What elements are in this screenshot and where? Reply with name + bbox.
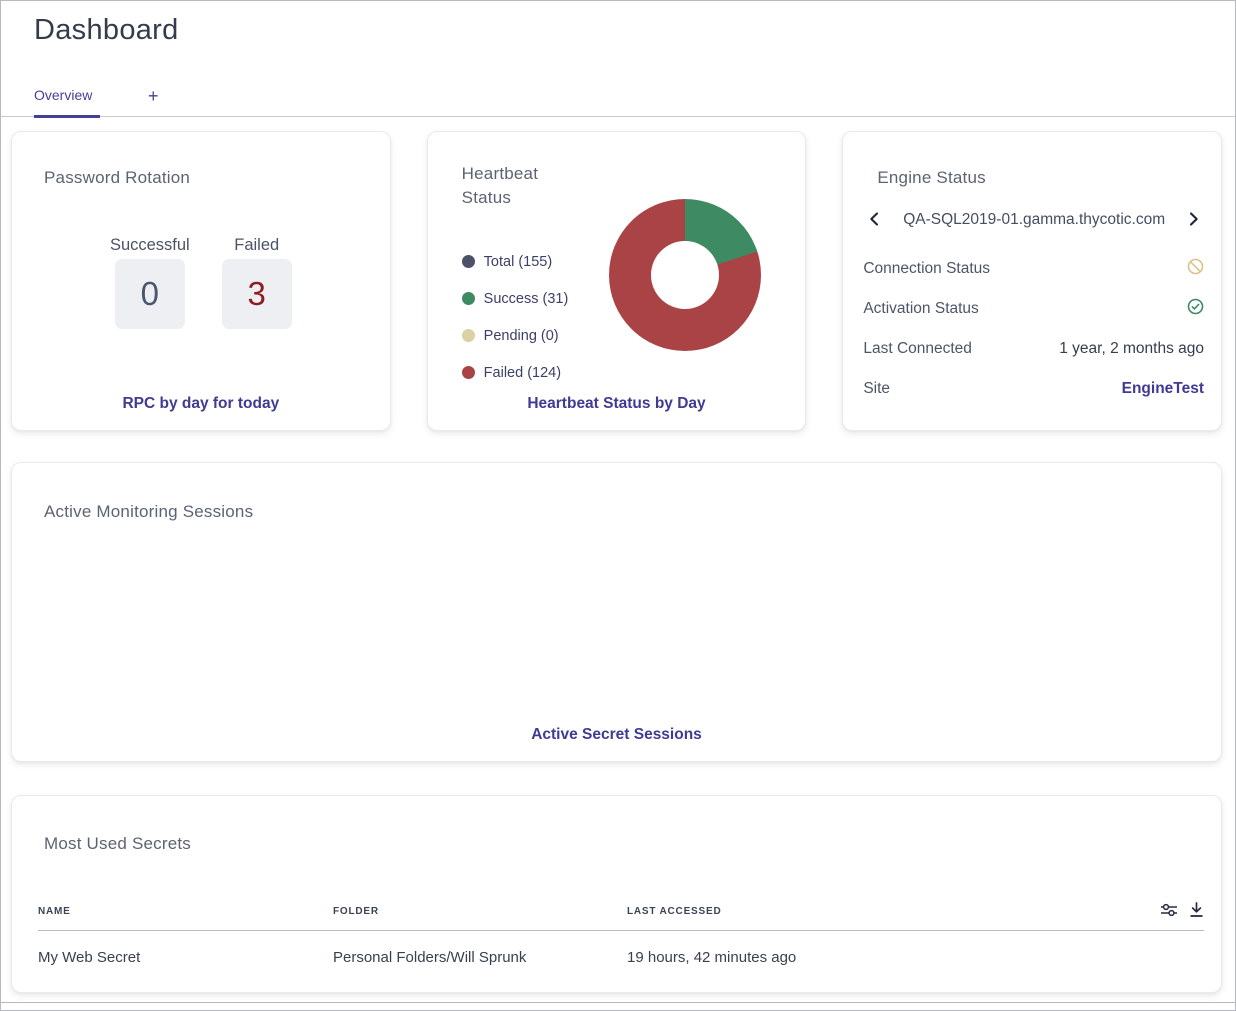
- blocked-icon: [1187, 258, 1204, 280]
- engine-name: QA-SQL2019-01.gamma.thycotic.com: [903, 211, 1166, 228]
- download-button[interactable]: [1189, 901, 1204, 921]
- engine-detail-rows: Connection Status Activation Status Last…: [863, 249, 1204, 409]
- activation-status-row: Activation Status: [863, 289, 1204, 329]
- most-used-secrets-title: Most Used Secrets: [44, 834, 192, 853]
- page-title: Dashboard: [34, 14, 179, 46]
- last-connected-row: Last Connected 1 year, 2 months ago: [863, 329, 1204, 369]
- connection-status-row: Connection Status: [863, 249, 1204, 289]
- heartbeat-by-day-link[interactable]: Heartbeat Status by Day: [527, 395, 706, 412]
- last-connected-label: Last Connected: [863, 340, 972, 357]
- filter-button[interactable]: [1160, 902, 1178, 921]
- dashboard-content: Password Rotation Successful 0 Failed 3 …: [1, 117, 1235, 993]
- secret-folder-cell: Personal Folders/Will Sprunk: [333, 949, 527, 966]
- successful-count: 0: [114, 259, 185, 329]
- table-row[interactable]: My Web Secret Personal Folders/Will Spru…: [38, 931, 1204, 984]
- site-label: Site: [863, 380, 891, 397]
- page-bottom-divider: [1, 1002, 1235, 1003]
- active-monitoring-title: Active Monitoring Sessions: [44, 502, 254, 521]
- site-row: Site EngineTest: [863, 369, 1204, 409]
- legend-label-failed: Failed (124): [483, 364, 562, 381]
- most-used-secrets-table: NAME FOLDER LAST ACCESSED: [38, 892, 1204, 984]
- connection-status-label: Connection Status: [863, 260, 991, 277]
- active-secret-sessions-link[interactable]: Active Secret Sessions: [531, 726, 702, 743]
- last-connected-value: 1 year, 2 months ago: [1059, 340, 1205, 357]
- secret-name-cell: My Web Secret: [38, 949, 141, 966]
- pending-dot: [461, 329, 475, 342]
- legend-label-pending: Pending (0): [483, 327, 559, 344]
- legend-item-pending: Pending (0): [461, 327, 569, 344]
- legend-label-success: Success (31): [483, 290, 569, 307]
- table-header-row: NAME FOLDER LAST ACCESSED: [38, 892, 1204, 931]
- failed-label: Failed: [234, 236, 280, 254]
- legend-label-total: Total (155): [483, 253, 553, 270]
- heartbeat-donut-chart: [608, 199, 761, 351]
- heartbeat-status-card: Heartbeat Status Total (155) Success (31…: [426, 131, 807, 431]
- failed-dot: [461, 366, 475, 379]
- legend-item-failed: Failed (124): [461, 364, 569, 381]
- column-header-last-accessed: LAST ACCESSED: [627, 905, 722, 917]
- engine-status-title: Engine Status: [877, 168, 986, 187]
- failed-stat: Failed 3: [221, 236, 292, 329]
- legend-item-total: Total (155): [461, 253, 569, 270]
- filter-sliders-icon: [1160, 902, 1178, 921]
- rotation-stats: Successful 0 Failed 3: [12, 236, 390, 329]
- engine-carousel: QA-SQL2019-01.gamma.thycotic.com: [863, 205, 1205, 235]
- heartbeat-legend: Total (155) Success (31) Pending (0) Fai…: [461, 253, 569, 402]
- chevron-left-icon: [867, 211, 881, 230]
- rpc-by-day-link[interactable]: RPC by day for today: [122, 395, 280, 412]
- add-tab-button[interactable]: +: [142, 87, 165, 116]
- activation-status-label: Activation Status: [863, 300, 979, 317]
- total-dot: [461, 255, 475, 268]
- tab-bar: Overview +: [1, 84, 1235, 118]
- success-dot: [461, 292, 475, 305]
- site-link[interactable]: EngineTest: [1121, 380, 1205, 397]
- column-header-name: NAME: [38, 905, 71, 917]
- active-monitoring-card: Active Monitoring Sessions Active Secret…: [11, 462, 1222, 762]
- top-card-row: Password Rotation Successful 0 Failed 3 …: [11, 131, 1223, 431]
- column-header-folder: FOLDER: [333, 905, 379, 917]
- successful-stat: Successful 0: [110, 236, 190, 329]
- legend-item-success: Success (31): [461, 290, 569, 307]
- check-circle-icon: [1187, 298, 1204, 320]
- table-actions: [1140, 901, 1204, 921]
- heartbeat-status-title: Heartbeat Status: [461, 164, 539, 207]
- donut-hole: [650, 241, 719, 309]
- failed-count: 3: [221, 259, 292, 329]
- successful-label: Successful: [109, 236, 190, 254]
- download-icon: [1189, 901, 1204, 921]
- chevron-right-icon: [1187, 211, 1201, 230]
- secret-last-accessed-cell: 19 hours, 42 minutes ago: [627, 949, 797, 966]
- most-used-secrets-card: Most Used Secrets NAME FOLDER LAST ACCES…: [11, 795, 1222, 993]
- engine-status-card: Engine Status QA-SQL2019-01.gamma.thycot…: [842, 131, 1223, 431]
- next-engine-button[interactable]: [1183, 209, 1205, 231]
- password-rotation-title: Password Rotation: [44, 168, 191, 187]
- password-rotation-card: Password Rotation Successful 0 Failed 3 …: [11, 131, 391, 431]
- previous-engine-button[interactable]: [863, 209, 885, 231]
- tab-overview[interactable]: Overview: [34, 87, 100, 118]
